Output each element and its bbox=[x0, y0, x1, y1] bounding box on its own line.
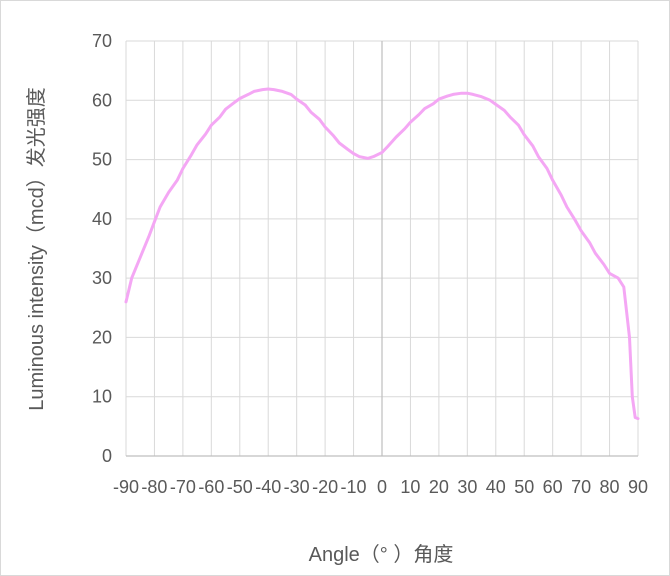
series-line bbox=[124, 87, 640, 421]
x-tick-label: -70 bbox=[170, 477, 196, 497]
x-tick-label: -80 bbox=[141, 477, 167, 497]
x-tick-label: 60 bbox=[543, 477, 563, 497]
x-tick-label: -60 bbox=[198, 477, 224, 497]
x-tick-label: -10 bbox=[341, 477, 367, 497]
series-layer bbox=[124, 87, 640, 421]
x-tick-label: -40 bbox=[255, 477, 281, 497]
x-tick-label: -30 bbox=[284, 477, 310, 497]
x-tick-label: 30 bbox=[457, 477, 477, 497]
axes bbox=[126, 41, 638, 457]
x-tick-label: 10 bbox=[400, 477, 420, 497]
x-tick-label: 0 bbox=[377, 477, 387, 497]
x-tick-label: 40 bbox=[486, 477, 506, 497]
x-tick-label: 90 bbox=[628, 477, 648, 497]
y-tick-label: 60 bbox=[92, 90, 112, 110]
x-tick-label: 20 bbox=[429, 477, 449, 497]
tick-labels: -90 -80 -70 -60 -50 -40 -30 -20 -10 0 10 20 30 40 50 60… bbox=[92, 31, 648, 497]
x-tick-label: 70 bbox=[571, 477, 591, 497]
x-tick-label: 50 bbox=[514, 477, 534, 497]
x-axis-title: Angle（° ）角度 bbox=[309, 543, 454, 566]
y-tick-label: 40 bbox=[92, 209, 112, 229]
y-tick-label: 0 bbox=[102, 446, 112, 466]
y-tick-label: 30 bbox=[92, 268, 112, 288]
y-tick-label: 20 bbox=[92, 327, 112, 347]
y-axis-title: Luminous intensity（mcd）发光强度 bbox=[25, 87, 48, 410]
y-tick-label: 50 bbox=[92, 150, 112, 170]
x-tick-label: -90 bbox=[113, 477, 139, 497]
y-tick-label: 70 bbox=[92, 31, 112, 51]
x-tick-label: -20 bbox=[312, 477, 338, 497]
y-tick-label: 10 bbox=[92, 387, 112, 407]
x-tick-label: 80 bbox=[600, 477, 620, 497]
x-tick-label: -50 bbox=[227, 477, 253, 497]
